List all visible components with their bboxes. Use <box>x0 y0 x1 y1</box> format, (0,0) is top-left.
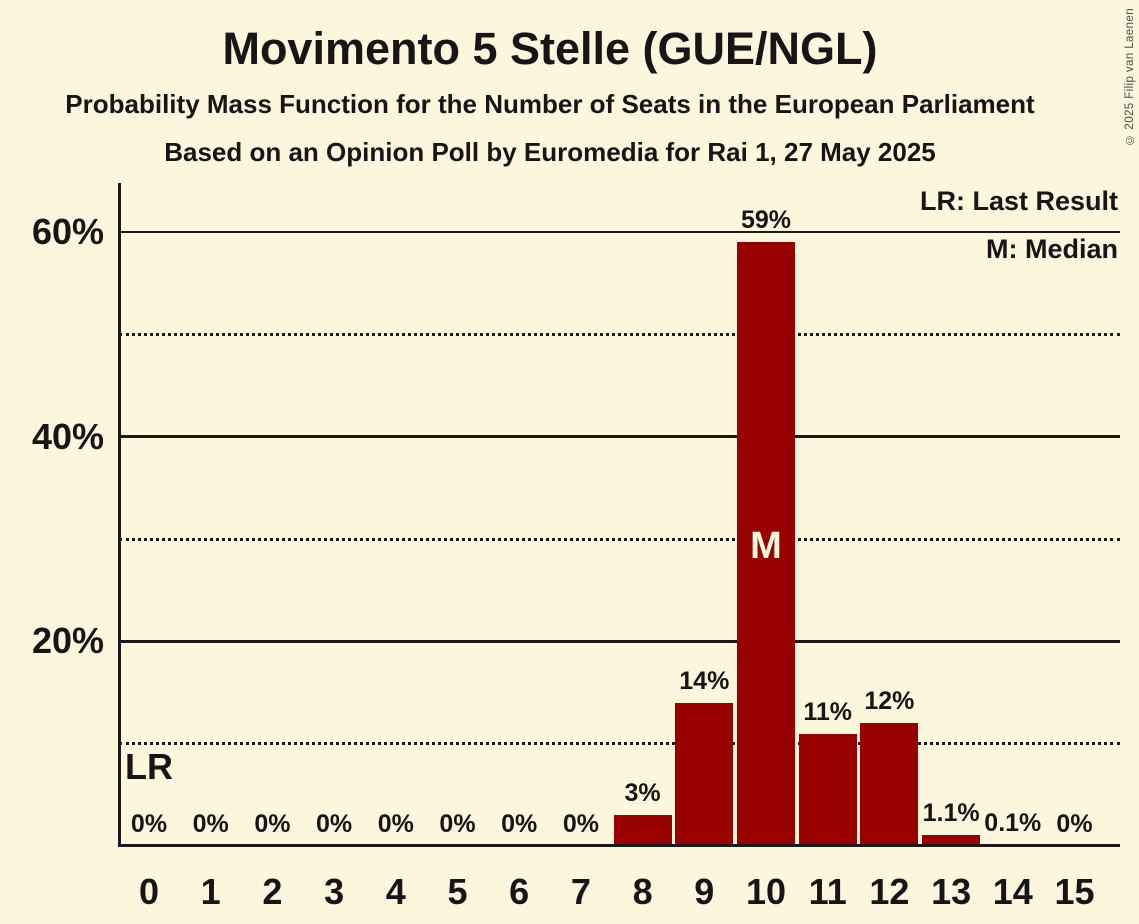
x-tick-label-7: 7 <box>570 871 591 912</box>
bar-value-label-seats-7: 0% <box>562 810 599 838</box>
bar-value-label-seats-1: 0% <box>192 810 229 838</box>
x-tick-label-8: 8 <box>632 871 653 912</box>
gridline-solid-60pct <box>119 230 1120 234</box>
x-tick-label-6: 6 <box>509 871 530 912</box>
y-axis <box>118 183 121 846</box>
bar-value-label-seats-0: 0% <box>130 810 168 838</box>
legend-last-result: LR: Last Result <box>919 186 1118 216</box>
chart-source-line: Based on an Opinion Poll by Euromedia fo… <box>164 137 936 167</box>
bar-value-label-seats-9: 14% <box>679 666 730 695</box>
x-tick-label-0: 0 <box>138 871 160 912</box>
bar-seats-12 <box>860 723 919 846</box>
bar-value-label-seats-8: 3% <box>624 779 661 808</box>
copyright-notice: © 2025 Filip van Laenen <box>1124 8 1136 146</box>
x-tick-label-9: 9 <box>694 871 715 912</box>
x-tick-label-14: 14 <box>992 871 1033 912</box>
x-tick-label-3: 3 <box>324 871 345 912</box>
y-tick-label-40%: 40% <box>31 415 104 457</box>
x-tick-label-4: 4 <box>385 871 406 912</box>
x-tick-label-5: 5 <box>447 871 468 912</box>
bar-value-label-seats-3: 0% <box>316 810 353 838</box>
bar-value-label-seats-12: 12% <box>864 687 915 716</box>
bar-value-label-seats-14: 0.1% <box>984 809 1042 837</box>
x-tick-label-12: 12 <box>869 871 910 912</box>
bar-value-label-seats-2: 0% <box>254 810 291 838</box>
plot-area: 0% 0% 0% 0% 0% 0% 0% 0% 3% 14% 59% 11% 12% 1.1% 0.1% 0%… <box>119 183 1120 846</box>
last-result-marker: LR <box>125 746 173 787</box>
gridline-solid-40pct <box>119 435 1120 438</box>
gridline-dotted-50pct <box>119 332 1120 336</box>
bar-value-label-seats-10: 59% <box>740 206 792 235</box>
x-tick-label-11: 11 <box>808 871 847 912</box>
bar-seats-11 <box>798 733 857 846</box>
legend-median: M: Median <box>986 234 1118 264</box>
x-tick-label-13: 13 <box>931 871 972 912</box>
x-tick-label-15: 15 <box>1054 871 1095 912</box>
gridline-dotted-10pct <box>119 742 1120 746</box>
bar-value-label-seats-13: 1.1% <box>922 798 980 827</box>
bar-value-label-seats-5: 0% <box>439 810 476 838</box>
bar-value-label-seats-11: 11% <box>803 697 853 726</box>
gridline-solid-20pct <box>119 640 1120 643</box>
chart-title: Movimento 5 Stelle (GUE/NGL) <box>222 23 878 74</box>
chart-subtitle: Probability Mass Function for the Number… <box>65 89 1035 119</box>
y-tick-label-20%: 20% <box>31 620 104 662</box>
x-tick-label-10: 10 <box>745 871 787 912</box>
bar-seats-10 <box>737 242 795 846</box>
median-marker: M <box>750 525 782 567</box>
bar-value-label-seats-6: 0% <box>501 810 538 838</box>
x-tick-label-2: 2 <box>262 871 283 912</box>
bar-value-label-seats-4: 0% <box>377 810 414 838</box>
bar-seats-8 <box>613 815 672 846</box>
bar-seats-9 <box>675 702 734 846</box>
x-axis <box>118 843 1120 847</box>
bar-value-label-seats-15: 0% <box>1056 810 1093 838</box>
bar-seats-13 <box>922 834 981 846</box>
y-tick-label-60%: 60% <box>31 211 104 253</box>
x-tick-label-1: 1 <box>200 871 221 912</box>
gridline-dotted-30pct <box>119 537 1120 541</box>
